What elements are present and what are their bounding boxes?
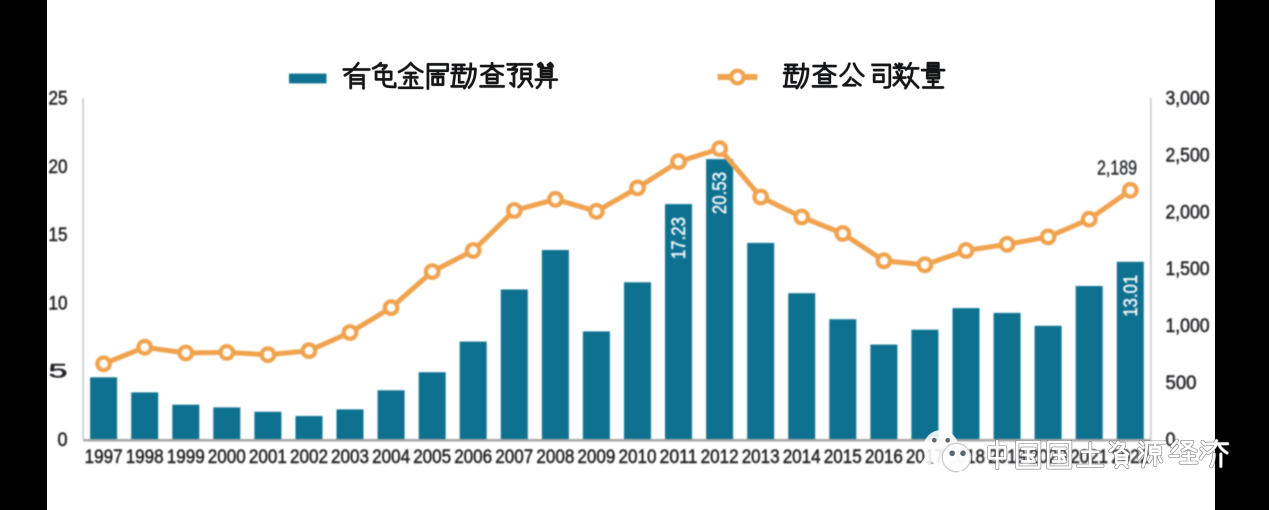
svg-text:0: 0 [58,430,68,451]
svg-text:2005: 2005 [413,447,451,468]
svg-text:1998: 1998 [126,447,164,468]
svg-text:13.01: 13.01 [1121,275,1142,317]
svg-text:2003: 2003 [331,447,369,468]
svg-text:2015: 2015 [824,447,862,468]
svg-text:15: 15 [49,225,68,246]
svg-text:2011: 2011 [660,447,698,468]
svg-text:25: 25 [49,89,68,110]
svg-text:2001: 2001 [249,447,287,468]
svg-text:1999: 1999 [167,447,205,468]
svg-text:2014: 2014 [783,447,821,468]
svg-text:2006: 2006 [454,447,492,468]
svg-text:1,000: 1,000 [1166,316,1210,337]
svg-text:10: 10 [49,293,68,314]
svg-text:20: 20 [49,157,68,178]
svg-text:0: 0 [1166,430,1176,451]
svg-text:2009: 2009 [577,447,615,468]
svg-text:2012: 2012 [701,447,739,468]
svg-text:2004: 2004 [372,447,410,468]
svg-text:2,000: 2,000 [1166,202,1210,223]
svg-text:2010: 2010 [619,447,657,468]
svg-text:2,500: 2,500 [1166,145,1210,166]
svg-text:2,189: 2,189 [1097,158,1137,180]
svg-text:17.23: 17.23 [669,217,690,259]
svg-text:2013: 2013 [742,447,780,468]
svg-text:2007: 2007 [495,447,533,468]
svg-text:500: 500 [1166,373,1197,394]
svg-text:2002: 2002 [290,447,328,468]
svg-text:20.53: 20.53 [710,172,731,214]
svg-text:2008: 2008 [536,447,574,468]
svg-text:3,000: 3,000 [1166,89,1210,110]
svg-text:1,500: 1,500 [1166,259,1210,280]
svg-text:5: 5 [49,362,68,383]
svg-text:1997: 1997 [85,447,123,468]
svg-text:2000: 2000 [208,447,246,468]
svg-text:2016: 2016 [865,447,903,468]
